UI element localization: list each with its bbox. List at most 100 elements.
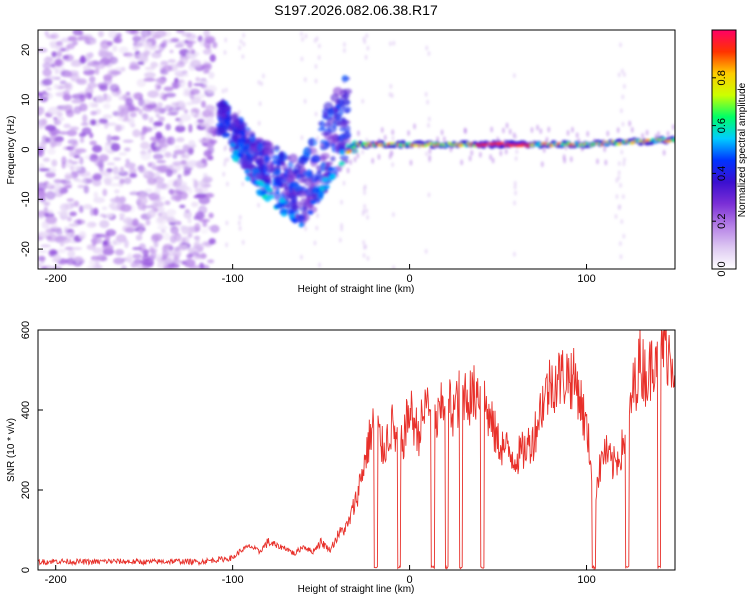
noise-cell — [92, 174, 98, 181]
noise-cell — [78, 170, 91, 178]
noise-cell — [112, 45, 118, 52]
noise-cell — [145, 103, 158, 109]
noise-cell — [150, 234, 159, 243]
noise-cell — [66, 198, 75, 202]
noise-cell — [98, 154, 109, 162]
transition-cell — [330, 156, 336, 162]
streak-cell — [392, 40, 396, 46]
noise-cell — [132, 253, 142, 259]
noise-cell — [180, 159, 187, 165]
noise-cell — [182, 87, 192, 94]
transition-core — [244, 168, 251, 174]
noise-cell — [175, 125, 186, 133]
noise-cell — [132, 129, 141, 138]
streak-cell — [362, 186, 366, 192]
noise-cell — [92, 179, 102, 187]
noise-cell — [208, 106, 218, 112]
noise-cell — [38, 262, 42, 268]
transition-cell — [339, 155, 349, 161]
noise-cell — [38, 124, 45, 130]
heatmap-x-axis: -200 -100 0 100 — [45, 264, 596, 285]
noise-cell — [51, 265, 63, 269]
streak-cell — [513, 200, 517, 206]
streak-cell — [342, 48, 346, 54]
streak-cell — [365, 137, 369, 143]
noise-cell — [194, 188, 203, 194]
noise-cell — [124, 147, 131, 152]
noise-cell — [97, 49, 107, 58]
noise-cell — [45, 190, 56, 200]
streak-cell — [617, 170, 621, 176]
noise-cell — [86, 265, 99, 269]
noise-cell — [129, 111, 137, 118]
noise-cell — [81, 127, 92, 135]
noise-cell — [112, 166, 119, 175]
transition-core — [281, 208, 288, 214]
noise-cell — [169, 49, 174, 54]
noise-cell — [49, 249, 58, 256]
streak-cell — [366, 214, 370, 220]
tone-streak — [383, 134, 387, 141]
transition-cell — [295, 173, 301, 181]
tone-streak — [464, 128, 468, 135]
noise-cell — [129, 173, 138, 178]
noise-cell — [152, 200, 159, 205]
noise-cell — [62, 93, 72, 101]
noise-cell — [108, 202, 117, 210]
noise-cell — [52, 116, 58, 120]
tone-streak — [354, 147, 358, 154]
tone-streak — [496, 136, 500, 143]
transition-cell — [342, 98, 350, 106]
noise-cell — [119, 212, 126, 219]
streak-cell — [338, 237, 342, 243]
streak-cell — [257, 79, 261, 85]
noise-cell — [68, 159, 73, 164]
noise-cell — [83, 66, 92, 71]
tone-streak — [391, 129, 395, 136]
tone-streak — [380, 126, 384, 133]
streak-cell — [361, 211, 365, 217]
transition-core — [292, 218, 299, 224]
heatmap-x-tick-label: 0 — [407, 273, 413, 285]
noise-cell — [190, 59, 202, 69]
transition-cell — [291, 194, 298, 204]
tone-core — [347, 149, 352, 153]
streak-cell — [391, 162, 395, 168]
streak-cell — [237, 220, 241, 226]
tone-streak — [508, 128, 512, 135]
noise-cell — [59, 80, 67, 85]
tone-streak — [436, 136, 440, 143]
transition-cell — [308, 138, 314, 147]
noise-cell — [92, 241, 97, 247]
transition-cell — [300, 175, 308, 183]
noise-cell — [193, 256, 203, 260]
heatmap-y-tick-label: 0 — [20, 146, 32, 152]
noise-cell — [207, 225, 216, 231]
noise-cell — [153, 121, 164, 127]
streak-cell — [314, 78, 318, 84]
noise-cell — [166, 208, 177, 216]
noise-cell — [69, 149, 75, 158]
tone-streak — [491, 157, 495, 164]
noise-cell — [201, 158, 208, 164]
streak-cell — [340, 199, 344, 205]
noise-cell — [65, 109, 75, 118]
snr-marks — [38, 330, 675, 570]
noise-cell — [159, 196, 165, 200]
streak-cell — [238, 214, 242, 220]
transition-cell — [231, 134, 239, 141]
noise-cell — [112, 242, 123, 246]
noise-cell — [166, 136, 173, 144]
noise-cell — [120, 264, 127, 269]
noise-cell — [141, 125, 148, 135]
noise-cell — [119, 204, 132, 213]
noise-cell — [38, 168, 50, 172]
noise-cell — [47, 106, 60, 116]
streak-cell — [366, 255, 370, 261]
streak-cell — [223, 161, 227, 167]
noise-cell — [108, 30, 118, 39]
noise-cell — [164, 200, 171, 206]
noise-cell — [89, 207, 95, 217]
colorbar-tick-label: 0.2 — [716, 214, 728, 229]
